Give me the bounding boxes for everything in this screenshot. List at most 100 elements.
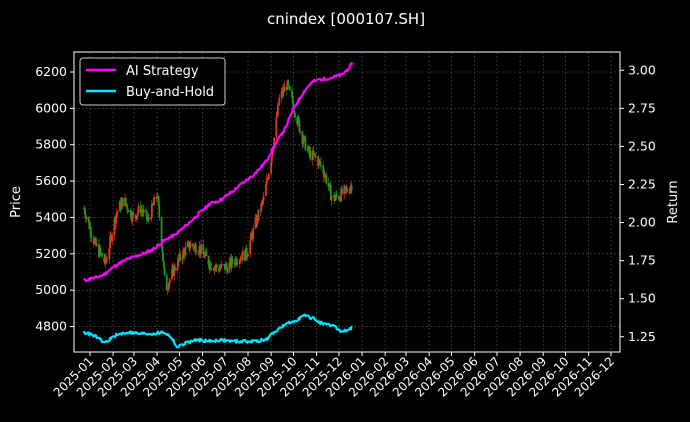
candle-body: [323, 175, 326, 178]
candle-body: [150, 217, 153, 220]
candle-body: [301, 131, 304, 144]
candle-body: [197, 253, 200, 255]
candle-body: [209, 262, 212, 270]
candle-body: [177, 258, 179, 268]
candle-body: [303, 136, 306, 138]
candlesticks: [83, 79, 353, 295]
candle-body: [176, 267, 179, 271]
candle-body: [207, 256, 210, 266]
candle-body: [147, 217, 150, 220]
series-line-ai-strategy: [83, 61, 354, 283]
candle-body: [277, 104, 280, 106]
candle-body: [151, 203, 154, 206]
candle-body: [287, 80, 290, 86]
candle-body: [325, 174, 328, 184]
candle-body: [235, 258, 237, 265]
candle-body: [188, 246, 191, 249]
candle-body: [126, 205, 129, 210]
y-right-tick-label: 2.25: [628, 176, 656, 191]
candle-body: [231, 257, 234, 264]
candle-body: [115, 212, 118, 215]
candle-body: [239, 259, 242, 261]
candle-body: [291, 90, 293, 97]
candle-body: [297, 116, 300, 122]
candle-body: [205, 251, 208, 257]
legend-label-buy-and-hold: Buy-and-Hold: [126, 85, 214, 100]
candle-body: [136, 212, 139, 216]
candle-body: [111, 234, 114, 241]
candle-body: [167, 288, 170, 290]
candle-body: [247, 254, 249, 257]
candle-body: [291, 96, 294, 105]
candle-body: [319, 161, 322, 166]
candle-body: [329, 183, 331, 186]
candle-body: [320, 165, 322, 167]
candle-body: [85, 216, 88, 219]
candle-body: [104, 255, 107, 263]
candle-body: [142, 209, 145, 214]
candle-body: [162, 252, 164, 262]
candle-body: [95, 238, 97, 246]
candle-body: [241, 250, 244, 261]
left-axis: 4800 5000 5200 5400 5600 5800 6000 6200: [35, 64, 74, 334]
candle-body: [120, 201, 123, 210]
candle-body: [221, 264, 223, 266]
y-right-tick-label: 2.50: [628, 138, 656, 153]
candle-body: [162, 261, 165, 267]
candle-body: [186, 242, 189, 247]
candle-body: [236, 263, 239, 265]
candle-body: [84, 214, 87, 219]
candle-body: [348, 192, 351, 194]
candle-body: [335, 194, 338, 197]
candle-body: [182, 249, 185, 259]
candle-body: [173, 266, 176, 276]
candle-body: [267, 173, 270, 179]
candle-body: [249, 240, 252, 255]
y-axis-left-label: Price: [9, 186, 24, 218]
y-left-tick-label: 5000: [35, 282, 67, 297]
candle-body: [270, 155, 273, 163]
candle-body: [228, 262, 231, 273]
candle-body: [275, 116, 278, 138]
plot-frame: [73, 51, 621, 353]
candle-body: [293, 111, 296, 114]
candle-body: [125, 203, 128, 206]
candle-body: [163, 266, 166, 275]
y-right-tick-label: 3.00: [628, 62, 656, 77]
candle-body: [267, 178, 270, 180]
candle-body: [273, 137, 276, 149]
candle-body: [257, 209, 260, 221]
candle-body: [93, 240, 96, 244]
candle-body: [168, 279, 171, 284]
candle-body: [210, 268, 213, 270]
candle-body: [168, 283, 170, 289]
candle-body: [189, 243, 192, 247]
y-axis-right-label: Return: [666, 180, 681, 223]
candle-body: [165, 274, 168, 291]
candle-body: [100, 252, 103, 254]
candle-body: [174, 266, 176, 271]
candle-body: [341, 188, 343, 195]
candle-body: [160, 217, 163, 245]
candle-body: [166, 289, 169, 291]
candle-body: [278, 97, 281, 105]
candle-body: [188, 241, 191, 249]
candle-body: [213, 267, 216, 271]
candle-body: [276, 104, 279, 116]
candle-body: [350, 185, 353, 191]
candle-body: [318, 159, 321, 162]
candle-body: [116, 211, 119, 213]
candle-body: [322, 165, 325, 174]
candle-body: [294, 113, 296, 118]
candle-body: [137, 205, 140, 213]
candle-body: [203, 254, 206, 258]
candle-body: [343, 186, 346, 195]
y-right-tick-label: 1.50: [628, 291, 656, 306]
candle-body: [83, 208, 86, 215]
candle-body: [157, 196, 160, 205]
right-axis: 1.25 1.50 1.75 2.00 2.25 2.50 2.75 3.00: [620, 62, 656, 344]
candle-body: [309, 150, 312, 160]
candle-body: [136, 215, 138, 220]
y-left-tick-label: 4800: [35, 319, 67, 334]
grid: [74, 52, 620, 352]
